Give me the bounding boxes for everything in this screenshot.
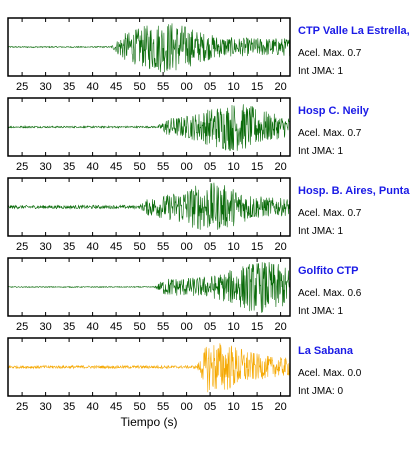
x-tick-label: 50 xyxy=(133,161,145,173)
x-tick-label: 50 xyxy=(133,241,145,253)
panel-2: 25 30 35 40 45 50 55 00 05 10 15 20 Hosp C. Neily Ace… xyxy=(7,97,370,173)
panel-1: 25 30 35 40 45 50 55 00 05 10 15 20 CTP Valle La Est… xyxy=(7,17,410,93)
x-tick-label: 05 xyxy=(204,241,216,253)
x-tick-label: 25 xyxy=(16,241,28,253)
int-jma-label: Int JMA: 1 xyxy=(298,306,343,317)
acel-max-label: Acel. Max. 0.7 xyxy=(298,208,362,219)
x-tick-label: 30 xyxy=(39,321,51,333)
x-tick-label: 35 xyxy=(63,81,75,93)
x-tick-label: 45 xyxy=(110,81,122,93)
x-tick-label: 55 xyxy=(157,241,169,253)
x-tick-label: 50 xyxy=(133,81,145,93)
x-tick-label: 30 xyxy=(39,161,51,173)
x-tick-label: 00 xyxy=(180,241,192,253)
x-tick-label: 55 xyxy=(157,161,169,173)
x-tick-label: 50 xyxy=(133,401,145,413)
waveform-trace xyxy=(8,182,290,230)
x-tick-label: 40 xyxy=(86,401,98,413)
x-axis-title: Tiempo (s) xyxy=(121,415,178,429)
x-tick-label: 00 xyxy=(180,321,192,333)
acel-max-label: Acel. Max. 0.7 xyxy=(298,48,362,59)
x-tick-label: 45 xyxy=(110,161,122,173)
x-tick-label: 40 xyxy=(86,321,98,333)
panel-frame xyxy=(7,257,291,317)
panel-frame xyxy=(7,17,291,77)
x-tick-label: 15 xyxy=(251,401,263,413)
x-tick-label: 25 xyxy=(16,81,28,93)
int-jma-label: Int JMA: 0 xyxy=(298,386,343,397)
x-tick-label: 30 xyxy=(39,81,51,93)
int-jma-label: Int JMA: 1 xyxy=(298,66,343,77)
panel-frame xyxy=(7,177,291,237)
station-name: La Sabana xyxy=(298,345,354,357)
x-tick-label: 40 xyxy=(86,241,98,253)
panel-3: 25 30 35 40 45 50 55 00 05 10 15 20 Hosp. B. Aires, … xyxy=(7,177,410,253)
x-tick-label: 05 xyxy=(204,161,216,173)
x-tick-label: 10 xyxy=(227,401,239,413)
x-tick-label: 15 xyxy=(251,241,263,253)
x-tick-label: 00 xyxy=(180,81,192,93)
x-tick-label: 35 xyxy=(63,321,75,333)
waveform-trace xyxy=(8,23,290,73)
waveform-trace xyxy=(8,343,290,393)
x-tick-label: 05 xyxy=(204,321,216,333)
x-tick-label: 00 xyxy=(180,401,192,413)
x-tick-label: 05 xyxy=(204,81,216,93)
x-tick-label: 55 xyxy=(157,401,169,413)
x-tick-label: 40 xyxy=(86,81,98,93)
waveform-trace xyxy=(8,104,290,151)
int-jma-label: Int JMA: 1 xyxy=(298,226,343,237)
x-tick-label: 25 xyxy=(16,401,28,413)
x-tick-label: 35 xyxy=(63,401,75,413)
x-tick-label: 55 xyxy=(157,321,169,333)
x-tick-label: 00 xyxy=(180,161,192,173)
x-tick-label: 10 xyxy=(227,321,239,333)
x-tick-label: 45 xyxy=(110,241,122,253)
x-tick-label: 15 xyxy=(251,161,263,173)
x-tick-label: 45 xyxy=(110,321,122,333)
station-name: Hosp. B. Aires, Puntare xyxy=(298,185,410,197)
station-name: Golfito CTP xyxy=(298,265,359,277)
x-tick-label: 25 xyxy=(16,321,28,333)
station-name: Hosp C. Neily xyxy=(298,105,370,117)
x-tick-label: 50 xyxy=(133,321,145,333)
x-tick-label: 30 xyxy=(39,401,51,413)
x-tick-label: 20 xyxy=(274,401,286,413)
x-tick-label: 20 xyxy=(274,321,286,333)
x-tick-label: 25 xyxy=(16,161,28,173)
x-tick-label: 10 xyxy=(227,161,239,173)
x-tick-label: 20 xyxy=(274,161,286,173)
x-tick-label: 15 xyxy=(251,81,263,93)
acel-max-label: Acel. Max. 0.6 xyxy=(298,288,362,299)
panel-4: 25 30 35 40 45 50 55 00 05 10 15 20 Golfito CTP Acel.… xyxy=(7,257,362,333)
x-tick-label: 20 xyxy=(274,81,286,93)
x-tick-label: 10 xyxy=(227,241,239,253)
acel-max-label: Acel. Max. 0.7 xyxy=(298,128,362,139)
x-tick-label: 15 xyxy=(251,321,263,333)
x-tick-label: 55 xyxy=(157,81,169,93)
x-tick-label: 10 xyxy=(227,81,239,93)
waveform-trace xyxy=(8,262,290,313)
x-tick-label: 35 xyxy=(63,241,75,253)
panel-frame xyxy=(7,337,291,397)
x-tick-label: 40 xyxy=(86,161,98,173)
panel-5: 25 30 35 40 45 50 55 00 05 10 15 20 La Sabana Acel. M… xyxy=(7,337,362,413)
x-tick-label: 35 xyxy=(63,161,75,173)
x-tick-label: 05 xyxy=(204,401,216,413)
station-name: CTP Valle La Estrella, L xyxy=(298,25,410,37)
panel-frame xyxy=(7,97,291,157)
x-tick-label: 45 xyxy=(110,401,122,413)
acel-max-label: Acel. Max. 0.0 xyxy=(298,368,362,379)
int-jma-label: Int JMA: 1 xyxy=(298,146,343,157)
x-tick-label: 20 xyxy=(274,241,286,253)
x-tick-label: 30 xyxy=(39,241,51,253)
